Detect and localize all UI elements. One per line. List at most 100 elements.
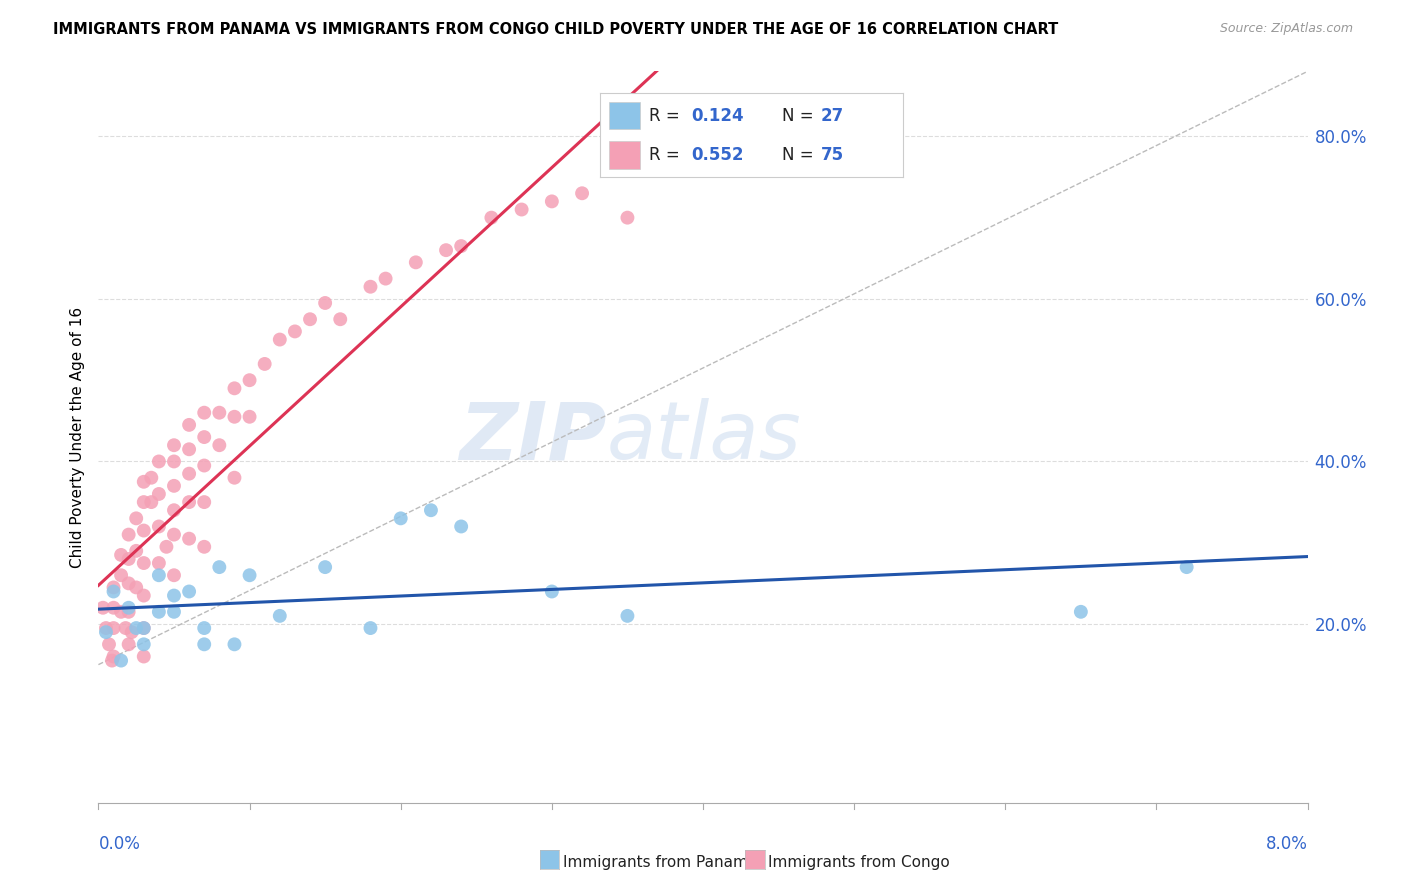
Point <box>193 540 215 554</box>
Point <box>118 637 141 651</box>
Point <box>125 621 148 635</box>
Text: Immigrants from Congo: Immigrants from Congo <box>768 855 950 871</box>
Text: ZIP: ZIP <box>458 398 606 476</box>
Point <box>481 211 503 225</box>
Point <box>118 552 141 566</box>
Point <box>148 487 170 501</box>
Point <box>179 584 201 599</box>
Point <box>224 381 246 395</box>
Point <box>141 495 163 509</box>
Point <box>91 600 114 615</box>
Point <box>239 409 262 424</box>
Point <box>239 373 262 387</box>
Point <box>571 186 593 201</box>
Point <box>299 312 322 326</box>
Point <box>193 637 215 651</box>
Point <box>110 568 132 582</box>
Point <box>132 589 155 603</box>
Point <box>148 605 170 619</box>
Point <box>1070 605 1092 619</box>
Point <box>118 605 141 619</box>
Point <box>163 568 186 582</box>
Point <box>125 581 148 595</box>
Point <box>163 503 186 517</box>
Point <box>125 511 148 525</box>
Point <box>103 581 125 595</box>
Y-axis label: Child Poverty Under the Age of 16: Child Poverty Under the Age of 16 <box>69 307 84 567</box>
Point <box>163 605 186 619</box>
Point <box>179 417 201 432</box>
Point <box>314 296 336 310</box>
Point <box>179 442 201 457</box>
Text: IMMIGRANTS FROM PANAMA VS IMMIGRANTS FROM CONGO CHILD POVERTY UNDER THE AGE OF 1: IMMIGRANTS FROM PANAMA VS IMMIGRANTS FRO… <box>53 22 1059 37</box>
Point <box>208 438 231 452</box>
Point <box>132 524 155 538</box>
Point <box>224 471 246 485</box>
Point <box>125 544 148 558</box>
Point <box>224 409 246 424</box>
Point <box>103 600 125 615</box>
Point <box>420 503 443 517</box>
Point <box>193 406 215 420</box>
Point <box>329 312 352 326</box>
Point <box>434 243 457 257</box>
Point <box>224 637 246 651</box>
Point <box>616 608 638 623</box>
Point <box>148 519 170 533</box>
Point <box>239 568 262 582</box>
Point <box>163 438 186 452</box>
Point <box>110 605 132 619</box>
Point <box>1175 560 1198 574</box>
Point <box>132 495 155 509</box>
Point <box>118 600 141 615</box>
Point <box>540 194 562 209</box>
Point <box>179 532 201 546</box>
Point <box>132 621 155 635</box>
Point <box>141 471 163 485</box>
Text: atlas: atlas <box>606 398 801 476</box>
Point <box>94 625 117 640</box>
Text: 0.0%: 0.0% <box>98 835 141 854</box>
Point <box>208 406 231 420</box>
Point <box>374 271 396 285</box>
Point <box>179 467 201 481</box>
Point <box>193 430 215 444</box>
Point <box>163 527 186 541</box>
Point <box>148 454 170 468</box>
Point <box>110 654 132 668</box>
Point <box>110 548 132 562</box>
Text: 8.0%: 8.0% <box>1265 835 1308 854</box>
Point <box>148 568 170 582</box>
Point <box>163 589 186 603</box>
Point <box>163 479 186 493</box>
Point <box>616 211 638 225</box>
Point <box>208 560 231 574</box>
Point <box>314 560 336 574</box>
Point <box>118 576 141 591</box>
Point <box>405 255 427 269</box>
Point <box>163 454 186 468</box>
Point <box>132 637 155 651</box>
Point <box>193 621 215 635</box>
Point <box>253 357 276 371</box>
Point <box>103 584 125 599</box>
Point <box>510 202 533 217</box>
Point <box>193 495 215 509</box>
Point <box>94 621 117 635</box>
Point <box>114 621 136 635</box>
Point <box>148 556 170 570</box>
Point <box>132 475 155 489</box>
Point <box>360 621 382 635</box>
Point <box>101 654 124 668</box>
Point <box>389 511 412 525</box>
Point <box>132 621 155 635</box>
Point <box>103 649 125 664</box>
Text: Immigrants from Panama: Immigrants from Panama <box>562 855 756 871</box>
Point <box>269 333 291 347</box>
Point <box>450 519 472 533</box>
Point <box>179 495 201 509</box>
Text: Source: ZipAtlas.com: Source: ZipAtlas.com <box>1219 22 1353 36</box>
Point <box>132 649 155 664</box>
Point <box>121 625 143 640</box>
Point <box>98 637 121 651</box>
